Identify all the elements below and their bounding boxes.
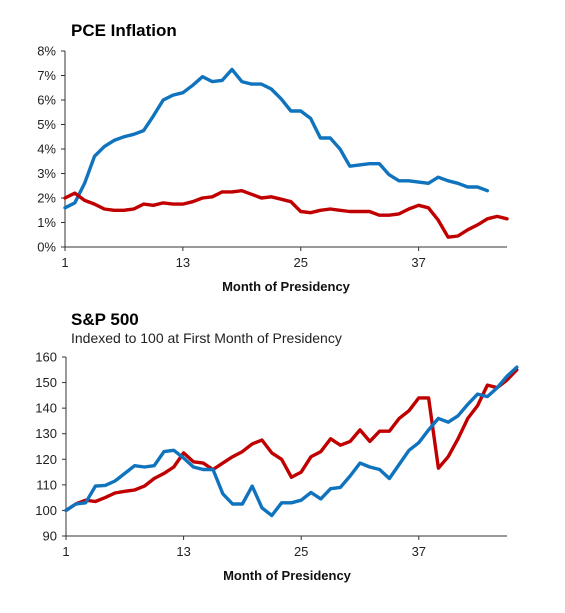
chart-title: PCE Inflation xyxy=(71,21,177,40)
blue-series-line xyxy=(64,365,519,518)
y-tick-label: 5% xyxy=(37,117,56,132)
sp500-chart: S&P 500 Indexed to 100 at First Month of… xyxy=(35,310,519,583)
x-tick-label: 13 xyxy=(176,544,190,559)
pce-inflation-chart: PCE Inflation 0% 1% 2% 3% 4% 5% 6% 7% 8% 1 13 25 37… xyxy=(37,21,509,294)
series-lines xyxy=(64,365,519,518)
blue-series-line xyxy=(63,67,490,210)
y-tick-label: 110 xyxy=(36,477,57,492)
y-tick-label: 0% xyxy=(37,240,56,255)
y-tick-label: 130 xyxy=(35,426,57,441)
y-tick-label: 150 xyxy=(35,375,57,390)
x-axis-label: Month of Presidency xyxy=(222,279,351,294)
x-tick-label: 13 xyxy=(176,255,190,270)
y-tick-labels: 90 100 110 120 130 140 150 160 xyxy=(35,350,66,544)
x-axis-label: Month of Presidency xyxy=(223,568,352,583)
red-series-line xyxy=(63,188,509,239)
y-tick-label: 6% xyxy=(37,93,56,108)
y-tick-label: 160 xyxy=(35,350,57,365)
x-tick-labels: 1 13 25 37 xyxy=(62,536,426,559)
chart-title: S&P 500 xyxy=(71,310,139,329)
y-tick-label: 4% xyxy=(37,142,56,157)
y-tick-label: 1% xyxy=(37,215,56,230)
x-tick-label: 1 xyxy=(61,255,68,270)
y-tick-label: 3% xyxy=(37,166,56,181)
x-tick-label: 1 xyxy=(62,544,69,559)
y-tick-label: 140 xyxy=(35,401,57,416)
y-tick-label: 2% xyxy=(37,191,56,206)
y-tick-label: 8% xyxy=(37,44,56,59)
y-tick-label: 7% xyxy=(37,68,56,83)
x-tick-label: 25 xyxy=(294,544,308,559)
x-tick-labels: 1 13 25 37 xyxy=(61,247,426,270)
x-tick-label: 37 xyxy=(412,544,426,559)
y-tick-label: 100 xyxy=(35,503,57,518)
y-tick-label: 90 xyxy=(43,529,57,544)
x-tick-label: 25 xyxy=(293,255,307,270)
x-tick-label: 37 xyxy=(411,255,425,270)
series-lines xyxy=(63,67,509,239)
red-series-line xyxy=(64,368,519,513)
chart-subtitle: Indexed to 100 at First Month of Preside… xyxy=(71,330,342,346)
y-tick-labels: 0% 1% 2% 3% 4% 5% 6% 7% 8% xyxy=(37,44,65,255)
y-tick-label: 120 xyxy=(35,452,57,467)
